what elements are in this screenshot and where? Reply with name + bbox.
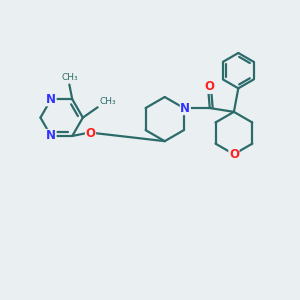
Text: CH₃: CH₃ (61, 73, 78, 82)
Text: N: N (180, 101, 190, 115)
Text: N: N (46, 130, 56, 142)
Text: N: N (46, 93, 56, 106)
Text: O: O (205, 80, 215, 93)
Text: O: O (229, 148, 239, 161)
Text: CH₃: CH₃ (99, 97, 116, 106)
Text: O: O (85, 127, 95, 140)
